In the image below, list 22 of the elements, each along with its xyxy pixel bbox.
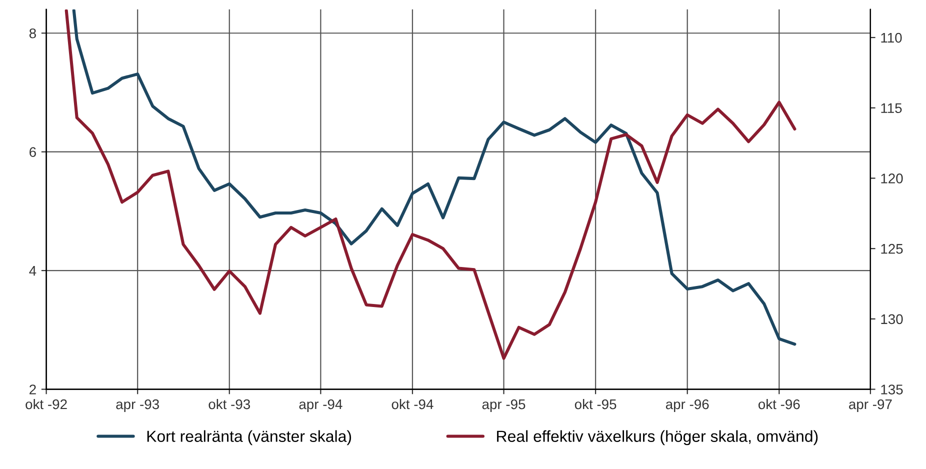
y-tick-label: 4 [29,266,36,276]
x-tick-label: okt -96 [758,398,800,410]
x-tick-label: okt -95 [574,398,616,410]
x-tick-label: okt -92 [26,398,67,410]
y-tick-label: 8 [29,28,36,38]
x-tick-label: okt -94 [392,398,434,410]
y2-tick-label: 135 [881,384,903,394]
x-tick-label: okt -93 [208,398,250,410]
x-tick-label: apr -94 [299,399,342,412]
x-tick-label: apr -96 [666,399,709,412]
x-tick-label: apr -93 [116,399,159,412]
legend-label: Kort realränta (vänster skala) [147,430,352,446]
x-tick-label: apr -95 [482,399,526,412]
y-tick-label: 6 [30,147,36,158]
x-tick-label: apr -97 [849,399,892,412]
y2-tick-label: 120 [881,174,903,184]
y2-tick-label: 115 [881,103,902,114]
y-tick-label: 2 [30,384,36,394]
legend-label: Real effektiv växelkurs (höger skala, omvänd) [497,430,818,446]
y2-tick-label: 110 [881,32,902,43]
y2-tick-label: 130 [881,314,903,324]
y2-tick-label: 125 [881,244,903,254]
